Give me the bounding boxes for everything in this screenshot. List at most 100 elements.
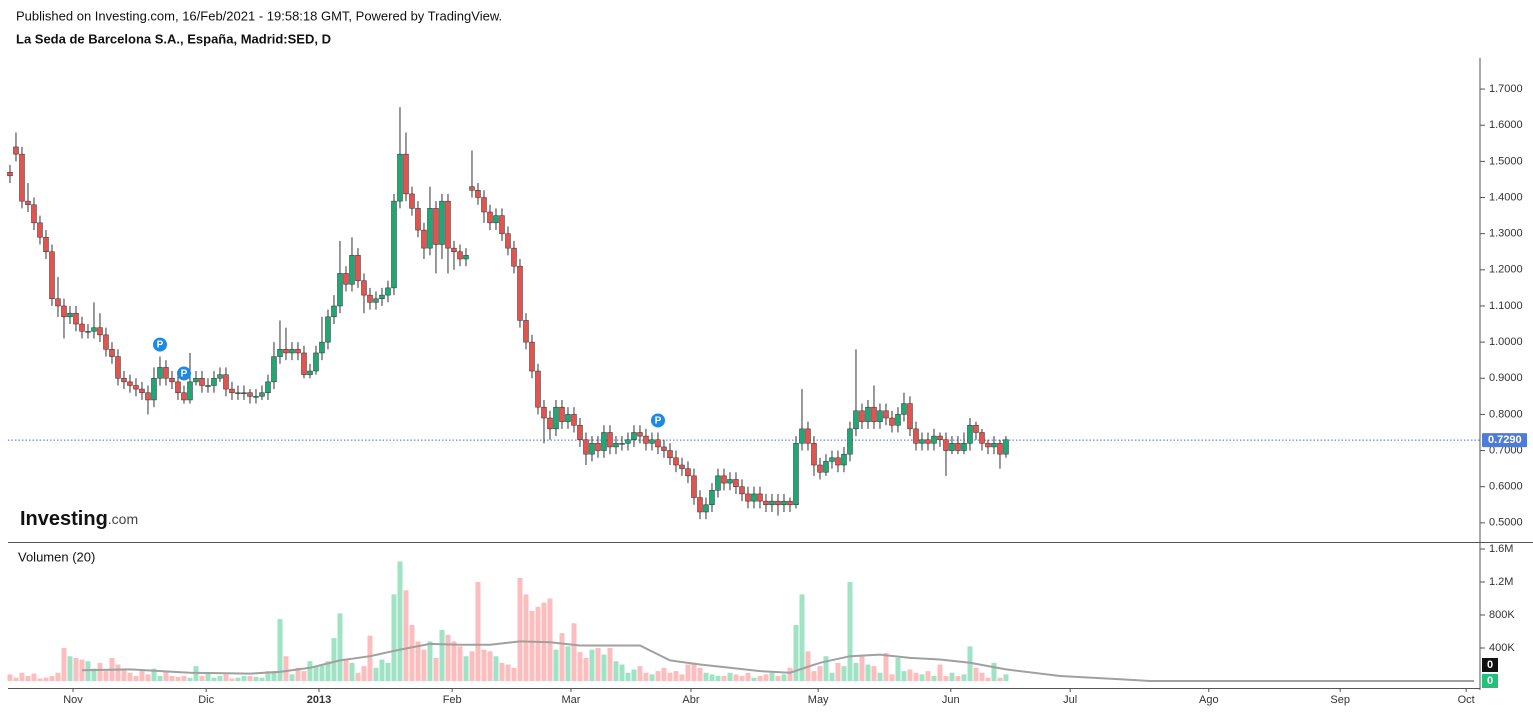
volume-tick-label: 800K (1489, 609, 1515, 621)
volume-bar (283, 656, 289, 681)
volume-bar (25, 676, 31, 681)
candle-body (259, 392, 265, 397)
volume-bar (301, 671, 307, 681)
volume-bar (355, 672, 361, 681)
candle-body (655, 439, 661, 448)
candle-body (43, 237, 49, 252)
volume-bar (775, 676, 781, 681)
volume-bar (271, 671, 277, 681)
volume-bar (661, 667, 667, 681)
volume-bar (121, 669, 127, 681)
candle-body (589, 443, 595, 455)
subtitle: Published on Investing.com, 16/Feb/2021 … (16, 8, 502, 23)
candle-body (937, 435, 943, 440)
y-tick-label: 0.9000 (1489, 372, 1523, 384)
candle-body (775, 500, 781, 506)
volume-bar (481, 649, 487, 681)
volume-bar (559, 633, 565, 681)
volume-bar (451, 641, 457, 681)
candle-body (559, 406, 565, 422)
volume-bar (787, 667, 793, 681)
candle-body (391, 200, 397, 289)
volume-bar (409, 624, 415, 681)
volume-bar (823, 656, 829, 681)
candle-body (127, 381, 133, 386)
candle-body (181, 392, 187, 401)
volume-bar (793, 624, 799, 681)
volume-bar (151, 668, 157, 681)
volume-bar (379, 659, 385, 681)
candle-body (871, 406, 877, 422)
volume-bar (871, 666, 877, 681)
candle-body (499, 215, 505, 234)
candle-body (799, 428, 805, 444)
volume-bar (157, 676, 163, 681)
x-tick-label: Jul (1063, 694, 1077, 706)
candle-body (409, 193, 415, 209)
candle-body (931, 435, 937, 444)
volume-bar (103, 671, 109, 681)
volume-bar (907, 669, 913, 681)
last-price-badge (1482, 433, 1527, 448)
volume-bar (877, 672, 883, 681)
volume-bar (577, 652, 583, 681)
volume-bar (973, 667, 979, 681)
candle-body (685, 468, 691, 477)
candle-body (91, 327, 97, 332)
volume-bar (7, 674, 13, 681)
candle-body (241, 392, 247, 394)
candle-body (715, 475, 721, 491)
volume-bar (853, 662, 859, 681)
candle-body (841, 453, 847, 466)
volume-bar (895, 657, 901, 681)
candle-body (475, 190, 481, 198)
candle-body (271, 356, 277, 383)
candle-body (469, 186, 475, 191)
candle-body (739, 486, 745, 495)
candle-body (37, 222, 43, 238)
candle-body (265, 381, 271, 393)
candle-body (667, 450, 673, 459)
candle-body (577, 424, 583, 440)
volume-bar (31, 673, 37, 681)
candle-body (427, 208, 433, 249)
volume-bar (331, 638, 337, 681)
volume-bar (949, 672, 955, 681)
candle-body (763, 500, 769, 506)
volume-bar (943, 676, 949, 681)
candle-body (205, 385, 211, 387)
volume-bar (469, 651, 475, 681)
candle-body (619, 443, 625, 445)
volume-bar (679, 674, 685, 681)
event-label: P (655, 416, 662, 427)
volume-bar (205, 672, 211, 681)
volume-bar (361, 666, 367, 681)
candle-body (307, 370, 313, 375)
volume-bar (43, 677, 49, 681)
candle-body (727, 479, 733, 484)
x-tick-label: Mar (562, 694, 581, 706)
candle-body (193, 378, 199, 383)
volume-bar (925, 671, 931, 681)
volume-bar (211, 677, 217, 681)
candle-body (379, 294, 385, 299)
chart-title: La Seda de Barcelona S.A., España, Madri… (16, 31, 331, 46)
volume-bar (49, 676, 55, 681)
candle-body (421, 229, 427, 249)
volume-bar (835, 662, 841, 681)
candle-body (481, 197, 487, 213)
volume-bar (97, 662, 103, 681)
candle-body (229, 388, 235, 393)
volume-bar (979, 672, 985, 681)
candle-body (925, 439, 931, 444)
candle-body (331, 305, 337, 318)
x-tick-label: Nov (63, 694, 83, 706)
volume-bar (247, 676, 253, 681)
event-label: P (157, 340, 164, 351)
candle-body (295, 349, 301, 354)
volume-bar (553, 649, 559, 681)
volume-bar (529, 610, 535, 681)
candle-body (811, 443, 817, 466)
volume-bar (19, 672, 25, 681)
candle-body (973, 424, 979, 433)
